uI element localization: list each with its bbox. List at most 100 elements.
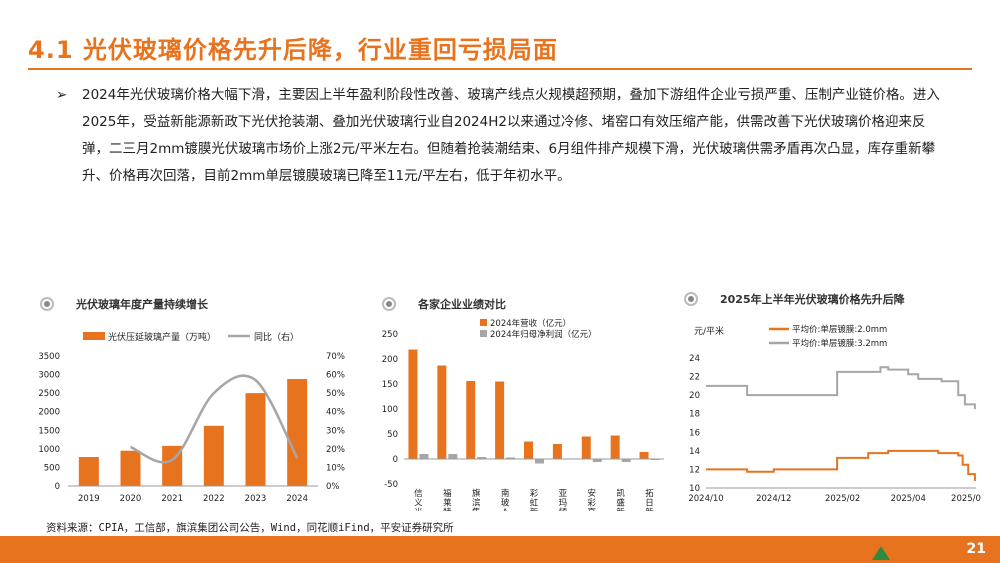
footer-bar: 21 bbox=[0, 536, 1000, 563]
arrow-bullet-icon: ➢ bbox=[56, 87, 68, 103]
x-tick-label: 2024/12 bbox=[756, 494, 791, 504]
page-title: 4.1 光伏玻璃价格先升后降，行业重回亏损局面 bbox=[28, 36, 558, 64]
bar-production-2019 bbox=[78, 457, 99, 486]
bar-profit-福莱特 bbox=[448, 454, 458, 459]
y-tick-label: 20 bbox=[689, 391, 700, 401]
x-tick-label: 2019 bbox=[78, 494, 100, 504]
y-left-tick-label: 3000 bbox=[38, 371, 60, 381]
y-tick-label: 16 bbox=[689, 428, 700, 438]
y-tick-label: 250 bbox=[382, 330, 398, 340]
x-tick-label: 凯盛新能 bbox=[616, 488, 625, 511]
x-tick-label: 2025/04 bbox=[891, 494, 926, 504]
y-right-tick-label: 30% bbox=[326, 426, 345, 436]
title-divider bbox=[28, 68, 972, 70]
x-tick-label: 拓日新能 bbox=[645, 488, 654, 511]
x-tick-label: 2022 bbox=[203, 494, 225, 504]
chart2-title: 各家企业业绩对比 bbox=[418, 298, 506, 311]
chart1-title: 光伏玻璃年度产量持续增长 bbox=[76, 298, 208, 311]
y-right-tick-label: 0% bbox=[326, 482, 340, 492]
bar-profit-南玻A bbox=[506, 457, 516, 459]
y-tick-label: 14 bbox=[689, 447, 700, 457]
bar-revenue-南玻A bbox=[495, 381, 505, 459]
bar-production-2020 bbox=[120, 450, 141, 486]
chart3-title: 2025年上半年光伏玻璃价格先升后降 bbox=[720, 293, 905, 306]
source-note: 资料来源：CPIA，工信部，旗滨集团公司公告，Wind，同花顺iFind，平安证… bbox=[46, 522, 454, 534]
x-tick-label: 2024 bbox=[286, 494, 308, 504]
bar-revenue-安彩高科 bbox=[581, 436, 591, 459]
x-tick-label: 彩虹新能源 bbox=[530, 488, 539, 511]
y-tick-label: 22 bbox=[689, 373, 700, 383]
y-right-tick-label: 20% bbox=[326, 445, 345, 455]
bar-production-2022 bbox=[203, 425, 224, 486]
chart3-glass-price: 元/平米 平均价:单层镀膜:2.0mm 平均价:单层镀膜:3.2mm 10 12 14 16… bbox=[688, 324, 981, 504]
bar-revenue-信义光能 bbox=[408, 349, 418, 459]
y-left-tick-label: 1000 bbox=[38, 445, 60, 455]
chart1-header: 光伏玻璃年度产量持续增长 bbox=[40, 296, 208, 312]
chart3-header: 2025年上半年光伏玻璃价格先升后降 bbox=[684, 291, 905, 307]
x-tick-label: 旗滨集团 bbox=[472, 488, 481, 511]
radio-dot-icon bbox=[40, 297, 54, 311]
chart2-header: 各家企业业绩对比 bbox=[382, 296, 506, 312]
y-right-tick-label: 60% bbox=[326, 371, 345, 381]
legend-swatch-production bbox=[83, 332, 105, 340]
bar-revenue-凯盛新能 bbox=[610, 435, 620, 459]
bar-revenue-拓日新能 bbox=[639, 452, 649, 459]
bar-profit-旗滨集团 bbox=[477, 457, 487, 459]
x-tick-label: 亚玛顿 bbox=[559, 489, 568, 511]
bar-production-2023 bbox=[245, 393, 266, 486]
y-tick-label: 150 bbox=[382, 380, 398, 390]
x-tick-label: 2023 bbox=[245, 494, 267, 504]
bar-revenue-彩虹新能源 bbox=[524, 441, 533, 459]
legend-label-series-2: 平均价:单层镀膜:3.2mm bbox=[792, 338, 887, 349]
bar-production-2024 bbox=[287, 379, 308, 486]
y-right-tick-label: 50% bbox=[326, 389, 345, 399]
bar-profit-安彩高科 bbox=[592, 459, 602, 462]
legend-label-production: 光伏压延玻璃产量（万吨） bbox=[108, 331, 216, 343]
y-right-tick-label: 10% bbox=[326, 463, 345, 473]
x-tick-label: 2025/0 bbox=[951, 494, 981, 504]
x-tick-label: 南玻A bbox=[501, 488, 510, 511]
logo-icon bbox=[872, 546, 890, 560]
legend-swatch-revenue bbox=[480, 319, 487, 326]
y-left-tick-label: 500 bbox=[44, 463, 60, 473]
y-tick-label: 200 bbox=[382, 355, 398, 365]
chart1-production: 光伏压延玻璃产量（万吨） 同比（右） 0 500 1000 1500 2000 2500 300… bbox=[38, 331, 345, 504]
y-tick-label: 10 bbox=[689, 484, 700, 494]
line-yoy bbox=[129, 374, 299, 464]
bar-profit-凯盛新能 bbox=[621, 459, 631, 462]
y-left-tick-label: 2000 bbox=[38, 408, 60, 418]
y-left-tick-label: 1500 bbox=[38, 426, 60, 436]
legend-label-revenue: 2024年营收（亿元） bbox=[490, 318, 571, 329]
y-left-tick-label: 2500 bbox=[38, 389, 60, 399]
x-tick-label: 2024/10 bbox=[688, 494, 723, 504]
legend-label-profit: 2024年归母净利润（亿元） bbox=[490, 329, 597, 340]
y-tick-label: 24 bbox=[689, 354, 700, 364]
legend-label-yoy: 同比（右） bbox=[254, 331, 299, 343]
price-line-series-2 bbox=[706, 366, 976, 410]
y-tick-label: 50 bbox=[387, 430, 398, 440]
legend-swatch-profit bbox=[480, 330, 487, 337]
x-tick-label: 福莱特 bbox=[443, 488, 452, 511]
y-tick-label: 100 bbox=[382, 405, 398, 415]
y-right-tick-label: 40% bbox=[326, 408, 345, 418]
summary-text: 2024年光伏玻璃价格大幅下滑，主要因上半年盈利阶段性改善、玻璃产线点火规模超预… bbox=[82, 87, 940, 184]
bar-revenue-亚玛顿 bbox=[552, 444, 562, 459]
radio-dot-icon bbox=[684, 292, 698, 306]
x-tick-label: 2025/02 bbox=[825, 494, 860, 504]
x-tick-label: 2020 bbox=[120, 494, 142, 504]
y-axis-unit: 元/平米 bbox=[694, 325, 724, 337]
bar-revenue-旗滨集团 bbox=[466, 381, 476, 459]
radio-dot-icon bbox=[382, 297, 396, 311]
y-tick-label: -50 bbox=[384, 480, 398, 490]
legend-label-series-1: 平均价:单层镀膜:2.0mm bbox=[792, 324, 887, 335]
y-left-tick-label: 3500 bbox=[38, 352, 60, 362]
x-tick-label: 安彩高科 bbox=[588, 488, 597, 511]
y-left-tick-label: 0 bbox=[55, 482, 60, 492]
bar-revenue-福莱特 bbox=[437, 365, 447, 459]
x-tick-label: 信义光能 bbox=[414, 488, 423, 511]
y-tick-label: 18 bbox=[689, 410, 700, 420]
chart2-company-performance: 2024年营收（亿元）2024年归母净利润（亿元） -50 0 50 100 150 200… bbox=[382, 318, 664, 511]
y-tick-label: 12 bbox=[689, 465, 700, 475]
y-right-tick-label: 70% bbox=[326, 352, 345, 362]
bar-profit-彩虹新能源 bbox=[535, 459, 544, 464]
